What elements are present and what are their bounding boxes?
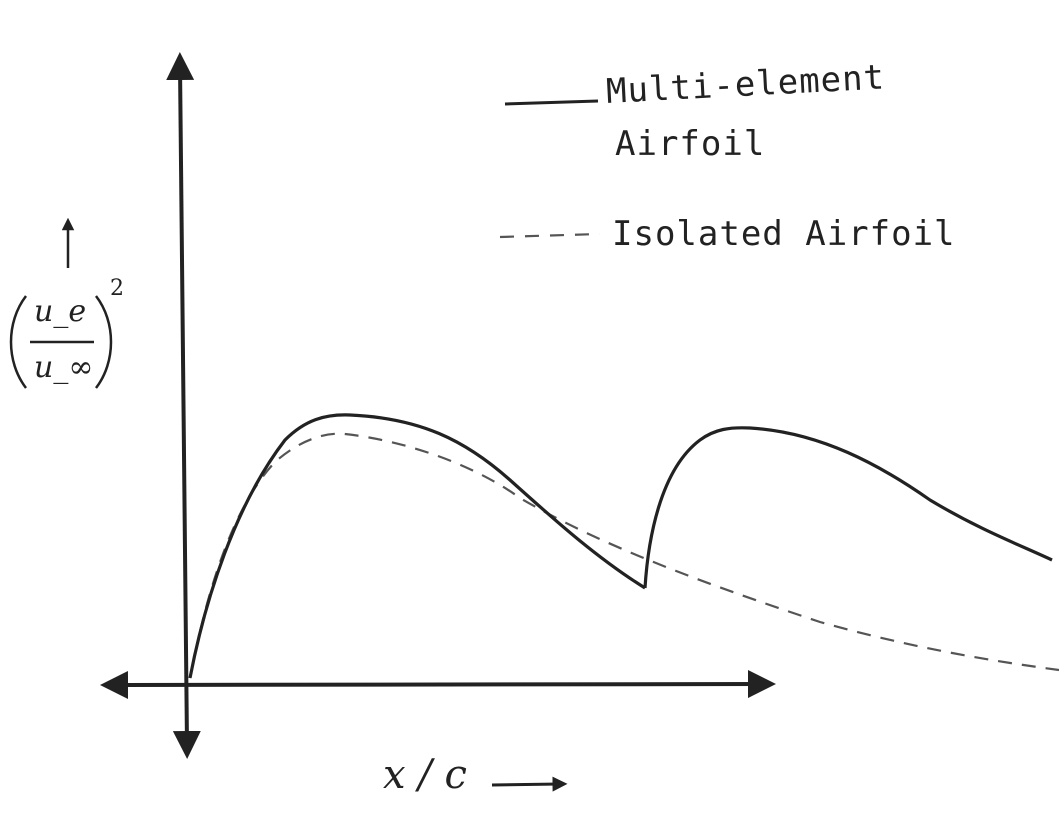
y-label-left-paren [9, 295, 27, 389]
y-axis-label-exponent: 2 [110, 276, 124, 301]
y-label-right-paren [95, 295, 113, 389]
legend-isolated-label: Isolated Airfoil [612, 214, 956, 254]
y-axis-label-numerator: u_e [34, 294, 87, 329]
isolated-airfoil-curve [188, 432, 1059, 679]
multi-element-airfoil-curve-1 [188, 413, 646, 679]
x-axis [100, 670, 776, 699]
legend-solid-line [504, 99, 599, 106]
y-axis-label-denominator: u_∞ [34, 350, 94, 385]
multi-element-airfoil-curve-2 [643, 426, 1053, 589]
y-axis [166, 52, 201, 759]
legend-dashed-line [499, 232, 601, 239]
x-axis-label: x / c [383, 752, 467, 798]
legend-multi-element-label-line2: Airfoil [615, 124, 766, 164]
x-label-arrow [491, 776, 568, 792]
